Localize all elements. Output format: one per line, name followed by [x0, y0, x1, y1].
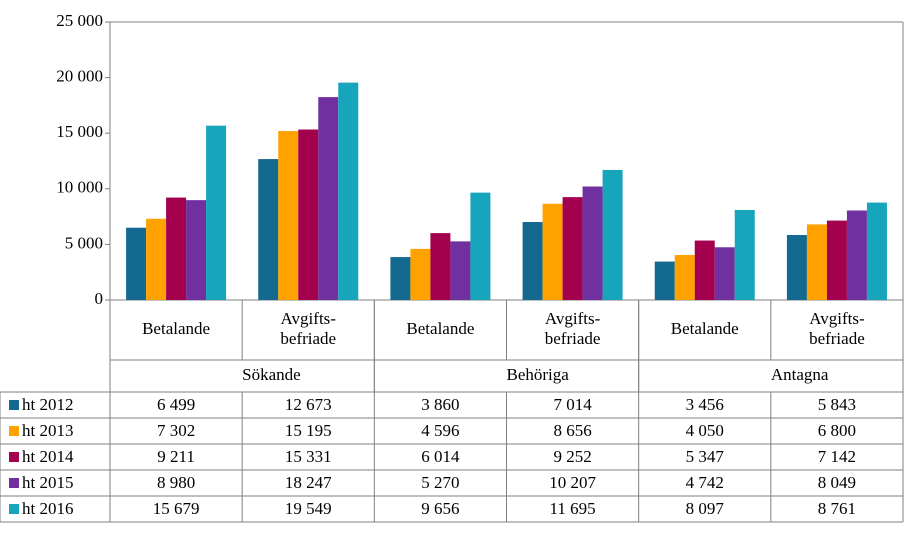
- legend-swatch: [9, 400, 19, 410]
- table-value: 6 499: [157, 395, 195, 414]
- bar: [806, 224, 827, 300]
- table-value: 8 656: [553, 421, 591, 440]
- bar: [602, 169, 623, 300]
- legend-swatch: [9, 478, 19, 488]
- x-tick-label: Betalande: [406, 319, 474, 338]
- table-value: 4 742: [686, 473, 724, 492]
- table-value: 8 980: [157, 473, 195, 492]
- bar: [278, 131, 299, 300]
- table-value: 19 549: [285, 499, 332, 518]
- bar: [298, 129, 319, 300]
- bar: [450, 241, 471, 300]
- table-value: 6 014: [421, 447, 460, 466]
- group-label: Behöriga: [507, 365, 570, 384]
- table-value: 15 195: [285, 421, 332, 440]
- x-tick-label: Betalande: [671, 319, 739, 338]
- bar: [338, 82, 359, 301]
- legend-swatch: [9, 504, 19, 514]
- table-value: 15 331: [285, 447, 332, 466]
- table-value: 12 673: [285, 395, 332, 414]
- bar: [258, 159, 279, 300]
- table-value: 7 302: [157, 421, 195, 440]
- table-value: 9 252: [553, 447, 591, 466]
- bar: [694, 240, 715, 300]
- table-value: 18 247: [285, 473, 332, 492]
- legend-label: ht 2014: [22, 447, 74, 466]
- table-value: 10 207: [549, 473, 596, 492]
- legend-label: ht 2015: [22, 473, 73, 492]
- table-value: 15 679: [153, 499, 200, 518]
- bar: [542, 203, 563, 300]
- bar: [786, 235, 807, 300]
- table-value: 7 014: [553, 395, 592, 414]
- table-value: 7 142: [818, 447, 856, 466]
- table-value: 8 761: [818, 499, 856, 518]
- bar: [390, 257, 411, 300]
- table-value: 9 656: [421, 499, 459, 518]
- bar: [674, 254, 695, 300]
- legend-label: ht 2016: [22, 499, 73, 518]
- legend-label: ht 2013: [22, 421, 73, 440]
- table-value: 3 860: [421, 395, 459, 414]
- bar: [470, 192, 491, 300]
- bar: [826, 220, 847, 300]
- table-value: 5 347: [686, 447, 725, 466]
- x-tick-label: Avgifts-befriade: [280, 309, 336, 348]
- bar: [734, 209, 755, 300]
- bar: [522, 222, 543, 300]
- legend-swatch: [9, 426, 19, 436]
- bar: [582, 186, 603, 300]
- x-tick-label: Avgifts-befriade: [545, 309, 601, 348]
- group-label: Sökande: [242, 365, 301, 384]
- table-value: 4 596: [421, 421, 459, 440]
- table-value: 8 049: [818, 473, 856, 492]
- bar: [430, 233, 451, 300]
- x-tick-label: Avgifts-befriade: [809, 309, 865, 348]
- table-value: 6 800: [818, 421, 856, 440]
- table-value: 9 211: [157, 447, 195, 466]
- legend-swatch: [9, 452, 19, 462]
- bar: [654, 261, 675, 300]
- x-tick-label: Betalande: [142, 319, 210, 338]
- table-value: 5 270: [421, 473, 459, 492]
- y-tick-label: 0: [95, 289, 104, 308]
- y-tick-label: 25 000: [56, 11, 103, 30]
- bar: [866, 202, 887, 300]
- bar: [410, 248, 431, 300]
- y-tick-label: 15 000: [56, 122, 103, 141]
- legend-label: ht 2012: [22, 395, 73, 414]
- y-tick-label: 20 000: [56, 67, 103, 86]
- bar: [714, 247, 735, 300]
- table-value: 4 050: [686, 421, 724, 440]
- bar: [166, 197, 187, 300]
- bar: [562, 197, 583, 300]
- y-tick-label: 5 000: [65, 233, 103, 252]
- table-value: 11 695: [550, 499, 596, 518]
- bar: [846, 210, 867, 300]
- group-label: Antagna: [771, 365, 829, 384]
- bar: [318, 97, 339, 301]
- table-value: 8 097: [686, 499, 725, 518]
- bar: [186, 200, 207, 300]
- y-tick-label: 10 000: [56, 178, 103, 197]
- bar: [146, 218, 167, 300]
- table-value: 3 456: [686, 395, 724, 414]
- bar: [126, 227, 147, 300]
- table-value: 5 843: [818, 395, 856, 414]
- bar: [206, 125, 227, 300]
